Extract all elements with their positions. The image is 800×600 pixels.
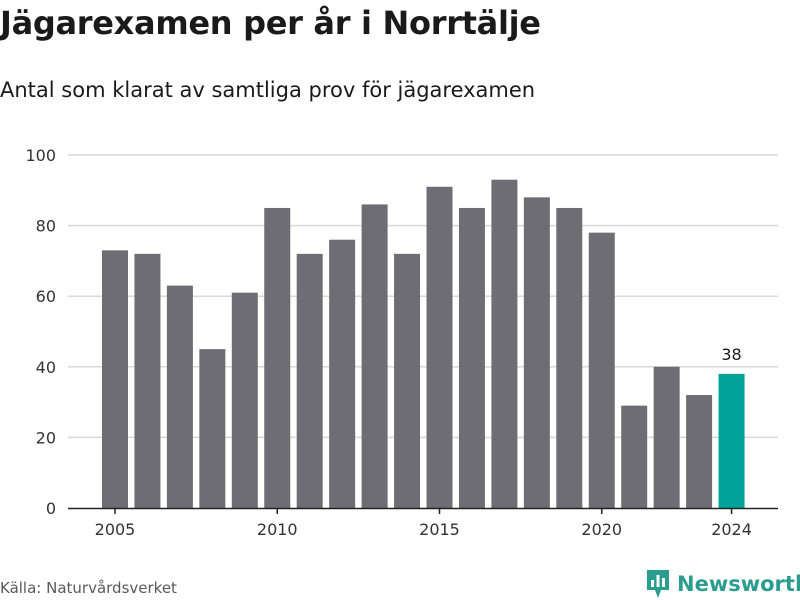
x-tick-label: 2015 [419,520,460,539]
x-tick-label: 2024 [711,520,752,539]
brand-logo: Newsworthy [645,568,800,600]
x-tick-label: 2020 [581,520,622,539]
bar-2009 [231,292,258,508]
source-note: Källa: Naturvårdsverket [0,579,177,597]
bar-2008 [199,349,226,508]
bar-2015 [426,186,453,508]
x-tick-label: 2010 [257,520,298,539]
bar-2017 [491,179,518,508]
y-tick-label: 100 [25,146,56,165]
chart-subtitle: Antal som klarat av samtliga prov för jä… [0,78,536,102]
y-tick-label: 40 [36,358,56,377]
bar-2012 [329,239,356,508]
bar-2024 [718,373,745,508]
data-label: 38 [721,345,741,364]
bar-2018 [523,197,550,509]
y-tick-label: 20 [36,428,56,447]
bar-2022 [653,366,680,508]
bar-2011 [296,253,323,508]
x-tick-label: 2005 [95,520,136,539]
bar-2019 [556,207,583,508]
bar-2007 [166,285,193,508]
bar-2021 [621,405,648,508]
bar-2013 [361,204,388,509]
bar-2016 [458,207,485,508]
bar-2005 [102,250,128,508]
y-tick-label: 60 [36,287,56,306]
y-tick-label: 0 [46,499,56,518]
chart-title: Jägarexamen per år i Norrtälje [0,4,541,42]
bar-2014 [394,253,421,508]
bar-2023 [686,395,713,508]
bar-2010 [264,207,291,508]
newsworthy-logo-icon [647,570,669,598]
bar-2020 [588,232,615,508]
brand-name: Newsworthy [677,572,800,596]
bar-2006 [134,253,161,508]
y-tick-label: 80 [36,217,56,236]
